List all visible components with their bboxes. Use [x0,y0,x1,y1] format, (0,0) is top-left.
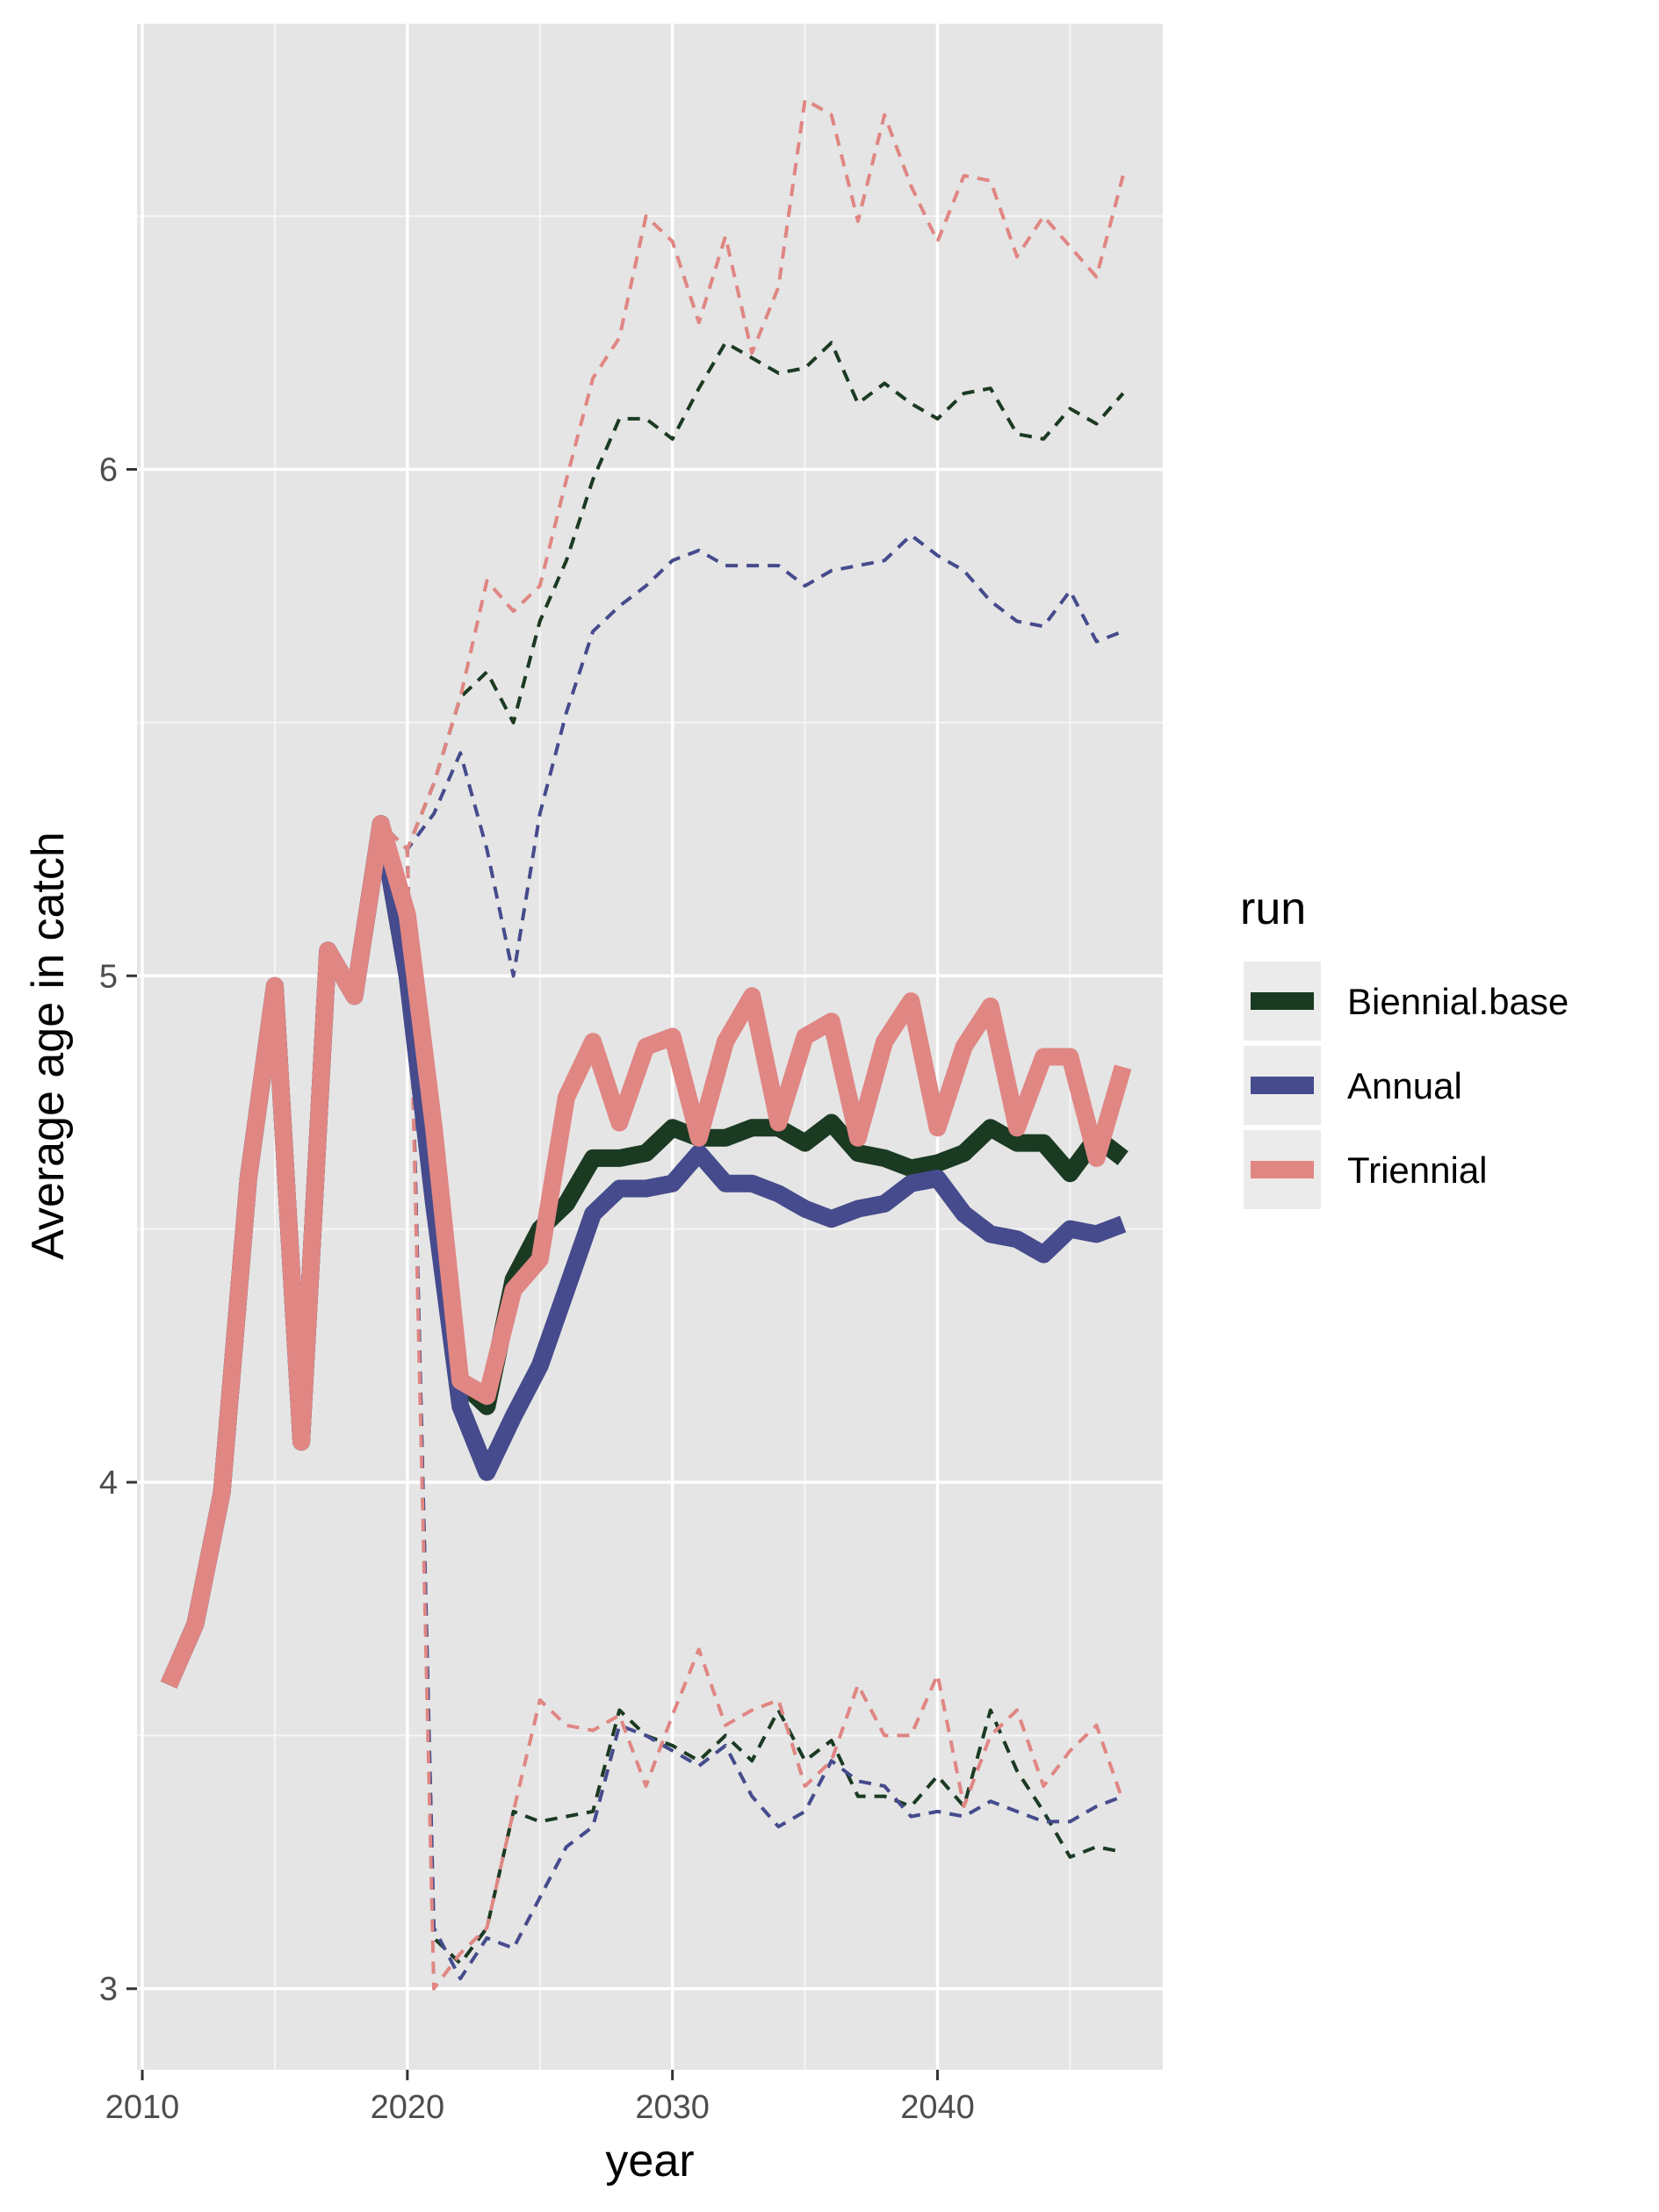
x-tick-label: 2040 [900,2089,975,2126]
x-tick-label: 2010 [105,2089,180,2126]
y-tick-label: 3 [99,1971,118,2008]
legend-title: run [1240,883,1306,934]
series-lines [161,815,1132,1689]
legend-label: Biennial.base [1347,981,1569,1022]
x-tick-label: 2020 [371,2089,445,2126]
legend-label: Annual [1347,1065,1462,1106]
y-tick-label: 4 [99,1465,118,1502]
x-axis-tick-labels: 2010 2020 2030 2040 [105,2089,975,2126]
annual-upper-interval-line [167,533,1124,1686]
y-tick-label: 5 [99,958,118,995]
triennial-lower-interval-line [167,822,1125,1991]
legend-item: Annual [1244,1046,1462,1125]
interval-lines [167,97,1125,1991]
axis-ticks [126,468,939,2080]
triennial-series-line [161,815,1132,1689]
y-axis-title: Average age in catch [23,832,74,1260]
legend: run Biennial.base Annual Triennial [1240,883,1569,1209]
legend-item: Triennial [1244,1130,1488,1209]
y-axis-tick-labels: 3 4 5 6 [99,452,118,2008]
biennial-base-upper-interval-line [167,341,1125,1686]
y-tick-label: 6 [99,452,118,489]
legend-item: Biennial.base [1244,962,1569,1041]
legend-label: Triennial [1347,1149,1488,1191]
triennial-upper-interval-line [167,97,1125,1686]
x-axis-title: year [605,2136,694,2187]
annual-lower-interval-line [167,822,1124,1981]
legend-entries: Biennial.base Annual Triennial [1244,962,1569,1209]
x-tick-label: 2030 [635,2089,710,2126]
